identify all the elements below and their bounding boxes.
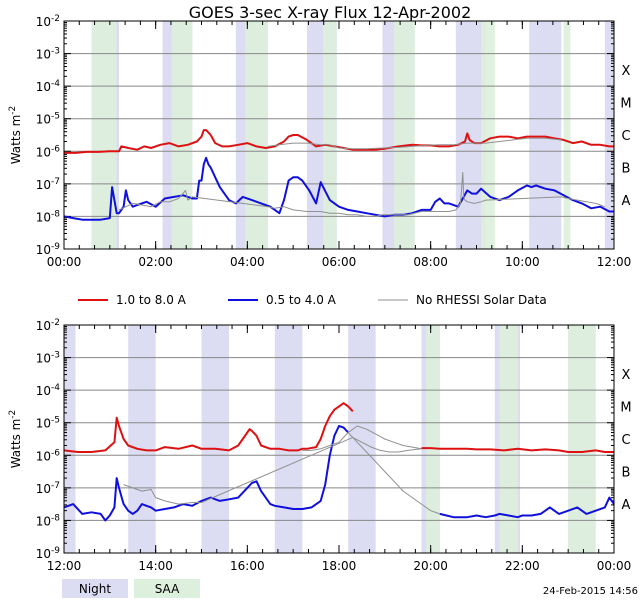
x-tick-label: 14:00 xyxy=(138,559,173,573)
saa-band xyxy=(499,325,518,553)
night-band xyxy=(348,325,376,553)
legend-label: 0.5 to 4.0 A xyxy=(266,293,337,307)
region-label: SAA xyxy=(155,582,180,596)
saa-band xyxy=(426,325,440,553)
night-band xyxy=(128,325,156,553)
saa-band xyxy=(171,21,193,249)
saa-band xyxy=(322,21,337,249)
x-tick-label: 22:00 xyxy=(505,559,540,573)
night-band xyxy=(201,325,229,553)
saa-band xyxy=(563,21,571,249)
flare-class-label: M xyxy=(620,400,631,415)
x-tick-label: 00:00 xyxy=(597,559,632,573)
plot-frame xyxy=(63,20,615,250)
flare-class-label: C xyxy=(621,129,630,144)
legend-label: No RHESSI Solar Data xyxy=(416,293,547,307)
series-short-line xyxy=(64,156,614,221)
y-tick-label: 10-3 xyxy=(36,351,60,366)
y-tick-label: 10-3 xyxy=(36,47,60,62)
chart-panels: 00:00 02:00 04:00 06:00 08:00 10:00 12:0010-91… xyxy=(8,14,632,573)
series-nodata-line xyxy=(302,425,422,451)
flare-class-label: A xyxy=(622,194,631,209)
region-legend: Night SAA xyxy=(62,579,200,598)
x-tick-label: 12:00 xyxy=(597,255,632,269)
series-nodata-line xyxy=(347,432,440,515)
y-tick-label: 10-8 xyxy=(36,513,61,528)
flare-class-label: M xyxy=(620,96,631,111)
flare-class-label: C xyxy=(621,433,630,448)
chart-title: GOES 3-sec X-ray Flux 12-Apr-2002 xyxy=(189,3,472,22)
flare-class-label: X xyxy=(622,368,631,383)
saa-band xyxy=(394,21,415,249)
y-tick-label: 10-5 xyxy=(36,112,60,127)
y-tick-label: 10-5 xyxy=(36,416,60,431)
series-nodata-line xyxy=(123,436,422,505)
saa-band xyxy=(568,325,596,553)
y-axis-label: Watts m-2 xyxy=(8,410,23,469)
y-tick-label: 10-6 xyxy=(36,448,61,463)
series-short-line xyxy=(439,496,614,519)
night-band xyxy=(604,21,614,249)
series-short-line xyxy=(64,425,349,522)
series-long-line xyxy=(64,129,614,154)
y-tick-label: 10-2 xyxy=(36,14,60,29)
x-tick-label: 16:00 xyxy=(230,559,265,573)
series-long-line xyxy=(64,402,354,453)
series-long-line xyxy=(421,447,614,453)
saa-band xyxy=(481,21,495,249)
x-tick-label: 04:00 xyxy=(230,255,265,269)
y-axis-label: Watts m-2 xyxy=(8,106,23,165)
x-tick-label: 20:00 xyxy=(413,559,448,573)
region-swatch xyxy=(62,579,128,598)
region-label: Night xyxy=(79,582,112,596)
plot-frame xyxy=(63,324,615,554)
night-band xyxy=(274,325,303,553)
y-tick-label: 10-7 xyxy=(36,177,60,192)
x-tick-label: 12:00 xyxy=(47,559,82,573)
timestamp: 24-Feb-2015 14:56 xyxy=(543,586,638,597)
flare-class-label: B xyxy=(622,162,631,177)
x-tick-label: 02:00 xyxy=(138,255,173,269)
y-tick-label: 10-2 xyxy=(36,318,60,333)
series-legend: 1.0 to 8.0 A 0.5 to 4.0 A No RHESSI Solar … xyxy=(78,293,547,307)
night-band xyxy=(529,21,562,249)
y-tick-label: 10-8 xyxy=(36,209,61,224)
panel-top: 00:00 02:00 04:00 06:00 08:00 10:00 12:00 10-9 1… xyxy=(8,14,632,269)
series-nodata-line xyxy=(267,137,562,150)
x-tick-label: 00:00 xyxy=(47,255,82,269)
saa-band xyxy=(245,21,268,249)
flare-class-label: A xyxy=(622,498,631,513)
series-group xyxy=(64,402,614,522)
night-band xyxy=(455,21,486,249)
y-tick-label: 10-9 xyxy=(36,546,61,561)
x-tick-label: 10:00 xyxy=(505,255,540,269)
region-swatch xyxy=(134,579,200,598)
x-tick-label: 18:00 xyxy=(322,559,357,573)
y-tick-label: 10-4 xyxy=(36,79,61,94)
x-tick-label: 08:00 xyxy=(413,255,448,269)
flare-class-label: B xyxy=(622,466,631,481)
panel-bottom: 12:00 14:00 16:00 18:00 20:00 22:00 00:00 10-9 1… xyxy=(8,318,632,573)
series-nodata-line xyxy=(118,172,605,217)
x-tick-label: 06:00 xyxy=(322,255,357,269)
series-group xyxy=(64,129,614,221)
legend-label: 1.0 to 8.0 A xyxy=(116,293,187,307)
saa-band xyxy=(91,21,117,249)
y-tick-label: 10-6 xyxy=(36,144,61,159)
night-band xyxy=(64,325,76,553)
flare-class-label: X xyxy=(622,64,631,79)
y-tick-label: 10-9 xyxy=(36,242,61,257)
y-tick-label: 10-7 xyxy=(36,481,60,496)
y-tick-label: 10-4 xyxy=(36,383,61,398)
